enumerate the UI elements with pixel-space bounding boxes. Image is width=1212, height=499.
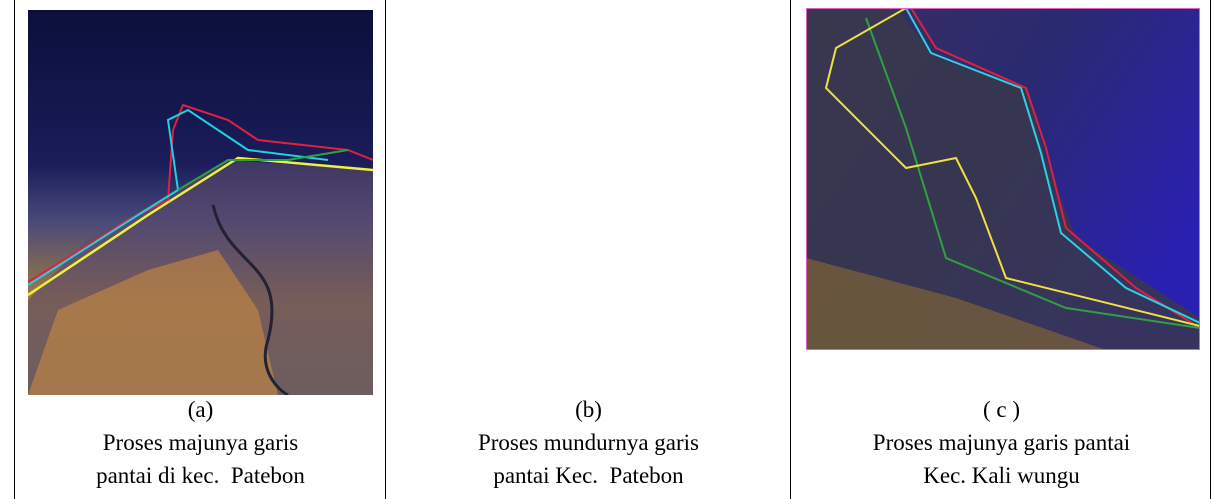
caption-line: Proses majunya garis pantai bbox=[791, 426, 1212, 459]
page: (a) Proses majunya garis pantai di kec. … bbox=[0, 0, 1212, 499]
label: (b) bbox=[386, 393, 791, 426]
caption-line: pantai Kec. Patebon bbox=[386, 459, 791, 492]
right-border bbox=[1210, 0, 1211, 499]
satellite-image-a bbox=[28, 10, 373, 395]
label: ( c ) bbox=[791, 393, 1212, 426]
label: (a) bbox=[15, 393, 386, 426]
caption-line: Proses majunya garis bbox=[15, 426, 386, 459]
caption-line: pantai di kec. Patebon bbox=[15, 459, 386, 492]
caption-line: Proses mundurnya garis bbox=[386, 426, 791, 459]
satellite-image-c bbox=[806, 8, 1200, 350]
cell-c: ( c ) Proses majunya garis pantai Kec. K… bbox=[790, 0, 1212, 499]
cell-b: (b) Proses mundurnya garis pantai Kec. P… bbox=[385, 0, 791, 499]
caption-line: Kec. Kali wungu bbox=[791, 459, 1212, 492]
cell-a: (a) Proses majunya garis pantai di kec. … bbox=[14, 0, 386, 499]
